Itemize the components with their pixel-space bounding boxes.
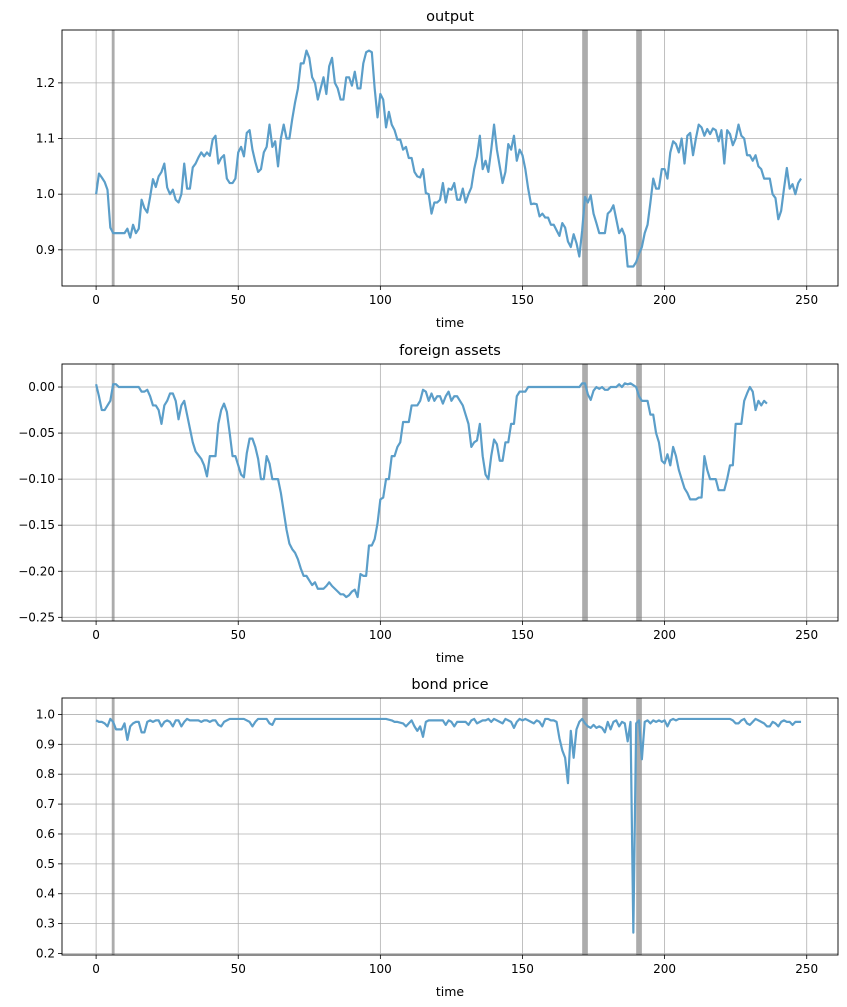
y-tick-label: −0.15 — [18, 518, 55, 532]
series-line-0 — [95, 49, 802, 268]
x-tick-label: 0 — [92, 962, 100, 976]
plot-frame — [61, 697, 839, 956]
plot-frame — [61, 29, 839, 287]
x-tick-label: 250 — [795, 962, 818, 976]
x-tick-label: 200 — [653, 962, 676, 976]
grid — [62, 30, 838, 286]
y-tick-label: 0.5 — [36, 857, 55, 871]
x-axis-label: time — [436, 650, 465, 665]
y-tick-label: −0.05 — [18, 426, 55, 440]
y-tick-label: 1.2 — [36, 76, 55, 90]
y-tick-label: 0.4 — [36, 887, 55, 901]
x-tick-label: 150 — [511, 293, 534, 307]
y-tick-label: 0.7 — [36, 797, 55, 811]
shaded-period — [582, 30, 588, 286]
y-tick-label: 1.1 — [36, 132, 55, 146]
x-tick-label: 50 — [231, 628, 246, 642]
y-tick-label: −0.20 — [18, 564, 55, 578]
x-axis-label: time — [436, 984, 465, 999]
x-tick-label: 200 — [653, 293, 676, 307]
y-tick-label: 1.0 — [36, 707, 55, 721]
grid — [62, 698, 838, 955]
chart-panel-0: 0 50 100 150 200 250 0.9 1.0 1.1 1.2 output time — [36, 9, 839, 330]
y-tick-label: 1.0 — [36, 187, 55, 201]
shaded-period — [582, 364, 588, 621]
x-tick-label: 250 — [795, 628, 818, 642]
y-tick-label: −0.25 — [18, 610, 55, 624]
y-tick-label: −0.10 — [18, 472, 55, 486]
series-line-0 — [95, 717, 802, 934]
chart-panel-2: 0 50 100 150 200 250 0.2 0.3 0.4 0.5 0.6 0.7 0.8 0.9 1… — [36, 677, 839, 999]
y-tick-label: 0.00 — [28, 380, 55, 394]
chart-title: foreign assets — [399, 343, 501, 359]
y-tick-label: 0.2 — [36, 947, 55, 961]
x-tick-label: 100 — [369, 628, 392, 642]
shaded-period — [111, 30, 115, 286]
y-tick-label: 0.9 — [36, 243, 55, 257]
shaded-period — [111, 364, 115, 621]
x-tick-label: 100 — [369, 962, 392, 976]
shaded-period — [636, 364, 642, 621]
plot-frame — [61, 363, 839, 622]
shaded-period — [636, 30, 642, 286]
x-tick-label: 200 — [653, 628, 676, 642]
chart-title: output — [426, 9, 474, 25]
shaded-period — [111, 698, 115, 955]
y-tick-label: 0.8 — [36, 767, 55, 781]
x-tick-label: 0 — [92, 293, 100, 307]
y-tick-label: 0.6 — [36, 827, 55, 841]
shaded-period — [582, 698, 588, 955]
y-tick-label: 0.3 — [36, 917, 55, 931]
grid — [62, 364, 838, 621]
x-axis-label: time — [436, 315, 465, 330]
x-tick-label: 150 — [511, 962, 534, 976]
x-tick-label: 50 — [231, 962, 246, 976]
chart-panel-1: 0 50 100 150 200 250 −0.25 −0.20 −0.15 −0.10 −0.05… — [18, 343, 839, 665]
x-tick-label: 0 — [92, 628, 100, 642]
series-line-0 — [95, 382, 768, 599]
x-tick-label: 150 — [511, 628, 534, 642]
x-tick-label: 100 — [369, 293, 392, 307]
x-tick-label: 250 — [795, 293, 818, 307]
chart-title: bond price — [411, 677, 488, 693]
y-tick-label: 0.9 — [36, 737, 55, 751]
x-tick-label: 50 — [231, 293, 246, 307]
shaded-period — [636, 698, 642, 955]
